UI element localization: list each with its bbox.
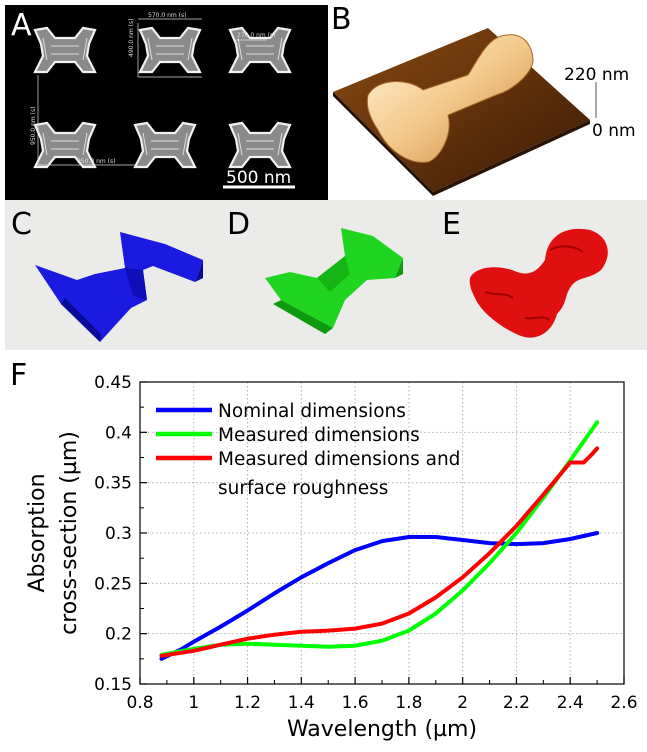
rough-model-shape	[469, 228, 608, 338]
panel-a-sem-image: A 570.0 nm (s) 270.0 nm (s) 490.0 nm (s)	[5, 5, 328, 200]
y-tick-label: 0.25	[94, 574, 132, 594]
sem-structure	[33, 26, 97, 74]
x-tick-label: 1	[188, 693, 199, 713]
absorption-chart: 0.8 1 1.2 1.4 1.6 1.8 2 2.2 2.4 2.6 0.15 0.2 0.25 0.3…	[25, 373, 638, 742]
panel-c-letter: C	[11, 207, 32, 242]
y-axis-label-line1: Absorption	[25, 473, 50, 592]
sem-dim-label: 950.0 nm (s)	[77, 158, 115, 165]
y-axis-label-line2: cross-section (µm)	[57, 431, 82, 635]
y-tick-label: 0.4	[105, 423, 132, 443]
sem-dim-label: 570.0 nm (s)	[148, 12, 186, 19]
afm-surface: 220 nm 0 nm	[333, 28, 636, 196]
afm-height-bottom: 0 nm	[592, 121, 636, 141]
panel-b-afm-image: B 220 nm 0 nm	[328, 0, 647, 200]
y-tick-label: 0.3	[105, 524, 132, 544]
sem-structures: 570.0 nm (s) 270.0 nm (s) 490.0 nm (s) 9…	[30, 12, 295, 189]
sem-scale-label: 500 nm	[226, 168, 291, 188]
chart-series-layer	[159, 420, 600, 661]
y-tick-label: 0.45	[94, 373, 132, 393]
x-tick-label: 2.2	[503, 693, 530, 713]
panel-f-letter: F	[10, 358, 28, 393]
sem-dim-label: 270.0 nm (s)	[237, 32, 275, 39]
chart-grid	[140, 382, 624, 684]
panel-a-letter: A	[11, 8, 32, 43]
x-tick-label: 2	[457, 693, 468, 713]
y-tick-label: 0.35	[94, 474, 132, 494]
nominal-dimensions-line	[159, 531, 600, 661]
panel-e-letter: E	[442, 207, 461, 242]
x-axis-label: Wavelength (µm)	[287, 717, 477, 742]
legend-entry-nominal-label: Nominal dimensions	[218, 401, 406, 422]
measured-model-shape	[265, 228, 403, 334]
x-tick-label: 1.2	[234, 693, 261, 713]
sem-structure	[133, 121, 197, 169]
y-tick-label: 0.15	[94, 675, 132, 695]
x-tick-label: 2.4	[557, 693, 584, 713]
sem-dim-label: 490.0 nm (s)	[128, 19, 135, 57]
panel-f-chart: F 0.8 1 1.2 1.4 1.6 1.8 2 2.2 2.4 2.6 0.15 0.2 0.25 0…	[0, 350, 647, 748]
sem-structure	[138, 26, 202, 74]
nominal-model-shape	[35, 232, 203, 342]
x-tick-label: 1.8	[395, 693, 422, 713]
legend-entry-roughness-label: surface roughness	[218, 478, 388, 499]
legend-entry-roughness-label: Measured dimensions and	[218, 449, 460, 470]
panel-d-letter: D	[227, 207, 251, 242]
x-tick-label: 1.6	[342, 693, 369, 713]
afm-height-top: 220 nm	[564, 65, 629, 85]
surface-roughness-line	[159, 446, 600, 658]
y-tick-label: 0.2	[105, 625, 132, 645]
panel-b-letter: B	[331, 2, 352, 37]
sem-structure	[228, 121, 292, 169]
measured-dimensions-line	[159, 420, 600, 657]
panel-cde-models: C D E	[5, 200, 647, 350]
chart-legend: Nominal dimensions Measured dimensions Mea…	[156, 401, 460, 499]
legend-entry-measured-label: Measured dimensions	[218, 425, 420, 446]
x-tick-label: 0.8	[126, 693, 153, 713]
model-shapes	[35, 228, 608, 342]
x-tick-label: 2.6	[610, 693, 637, 713]
chart-ticks: 0.8 1 1.2 1.4 1.6 1.8 2 2.2 2.4 2.6 0.15 0.2 0.25 0.3…	[94, 373, 637, 713]
x-tick-label: 1.4	[288, 693, 315, 713]
sem-dim-label: 950.0 nm (s)	[30, 107, 37, 145]
